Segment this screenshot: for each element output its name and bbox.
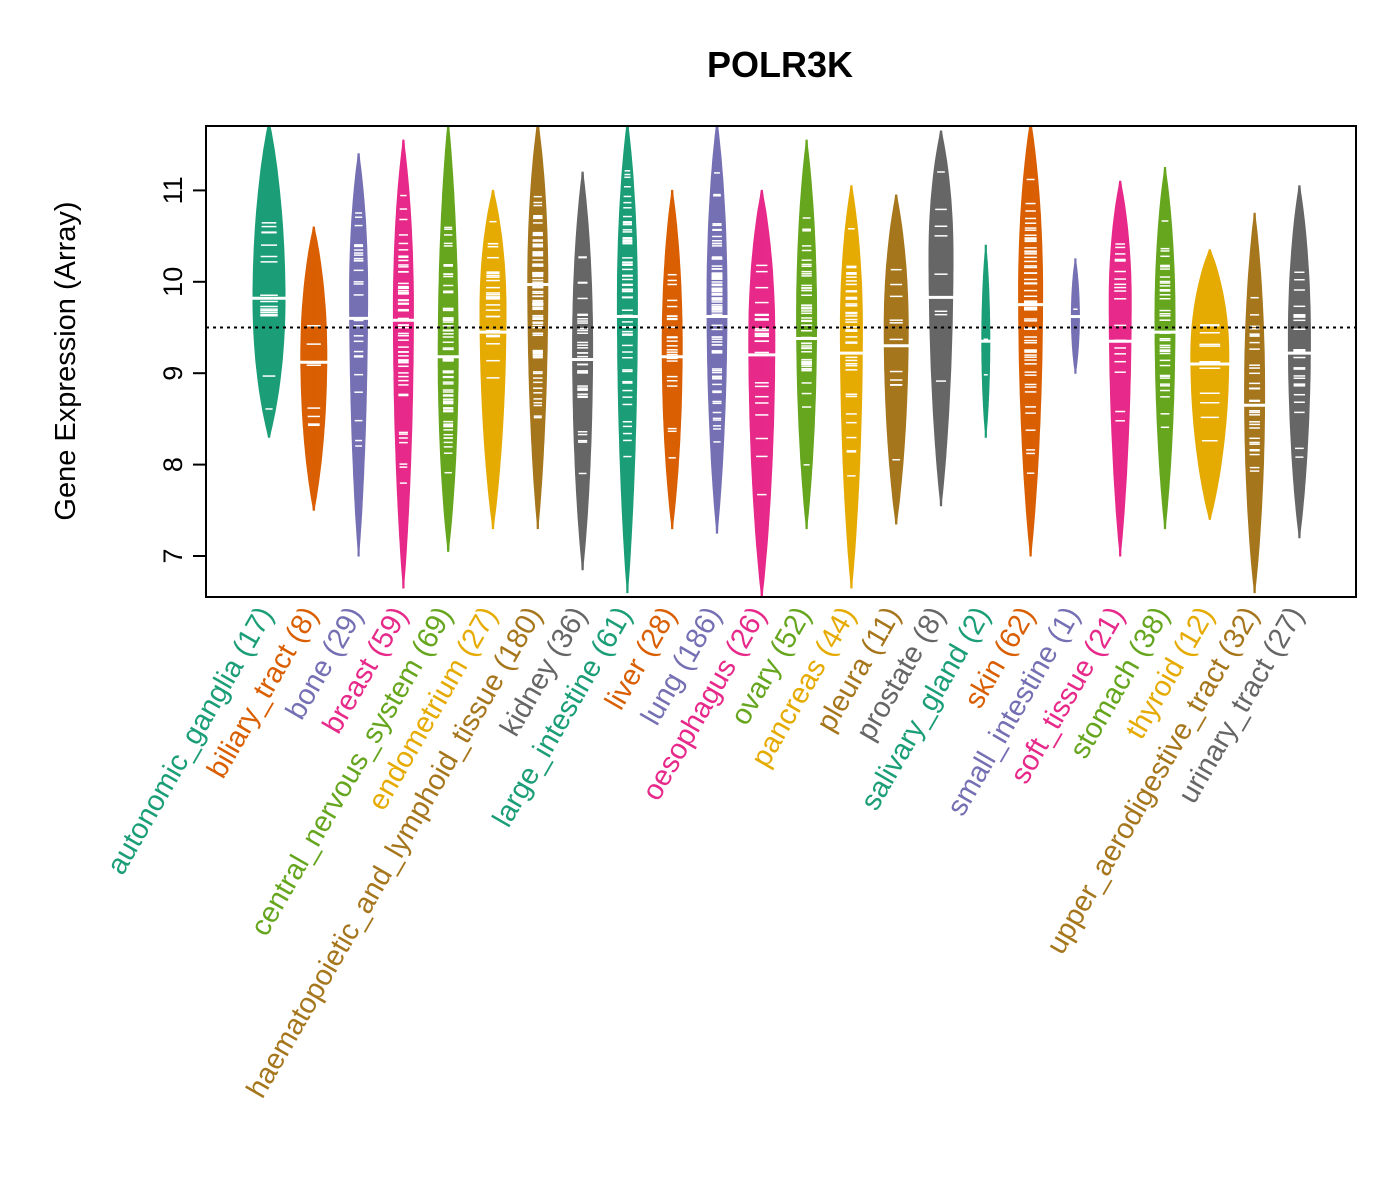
y-tick-label: 8 <box>158 457 188 472</box>
y-tick-label: 10 <box>158 267 188 297</box>
plot-frame <box>205 125 1357 598</box>
y-axis: 7 8 9 10 11 <box>158 176 207 564</box>
y-tick-label: 9 <box>158 366 188 381</box>
x-axis: autonomic_ganglia (17)biliary_tract (8)b… <box>101 602 1311 1104</box>
y-tick-label: 11 <box>158 176 188 204</box>
y-axis-label: Gene Expression (Array) <box>50 201 82 520</box>
y-tick-label: 7 <box>158 548 188 563</box>
chart-title: POLR3K <box>707 44 853 85</box>
